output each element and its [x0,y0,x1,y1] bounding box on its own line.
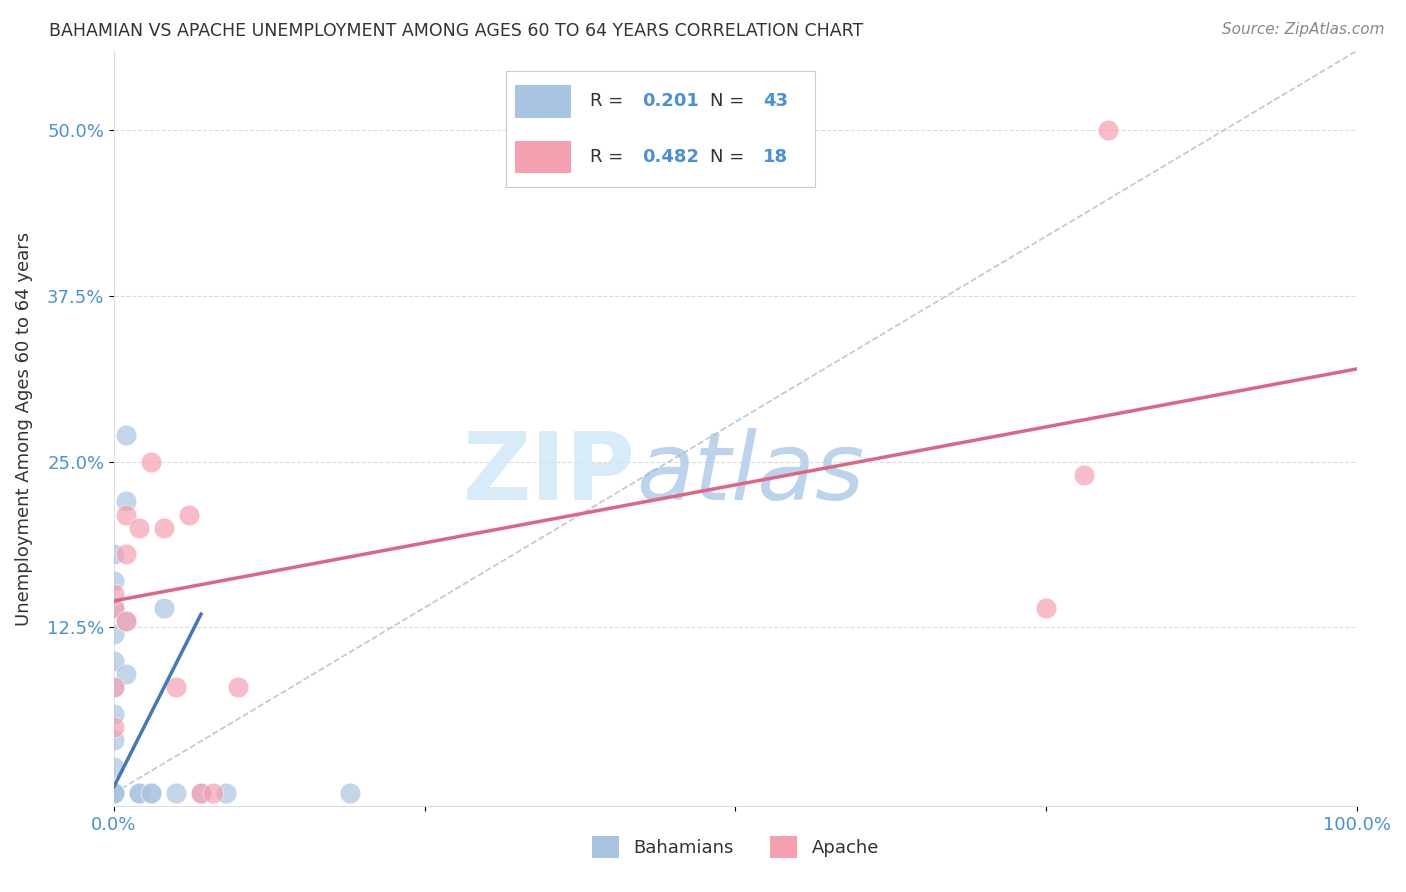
Point [103,786,125,800]
Point [215,786,238,800]
Point [103,786,125,800]
Point [103,786,125,800]
Point [141,786,163,800]
Point [1035,600,1057,615]
Point [202,786,225,800]
Point [103,786,125,800]
Text: 0.201: 0.201 [643,92,699,110]
Point [190,786,212,800]
Point [103,574,125,588]
Text: BAHAMIAN VS APACHE UNEMPLOYMENT AMONG AGES 60 TO 64 YEARS CORRELATION CHART: BAHAMIAN VS APACHE UNEMPLOYMENT AMONG AG… [49,22,863,40]
Point [226,680,249,694]
Point [103,786,125,800]
Point [103,759,125,773]
Point [103,627,125,641]
Point [103,786,125,800]
Point [103,786,125,800]
Point [128,786,150,800]
Point [115,428,138,442]
Point [103,786,125,800]
Point [103,786,125,800]
Point [128,521,150,535]
Text: N =: N = [710,148,745,166]
Point [177,508,200,522]
Text: 43: 43 [763,92,787,110]
Text: Source: ZipAtlas.com: Source: ZipAtlas.com [1222,22,1385,37]
Bar [516,141,571,173]
Point [103,786,125,800]
Text: R =: R = [589,92,623,110]
Point [103,733,125,747]
Point [128,786,150,800]
Point [141,455,163,469]
Point [103,548,125,562]
Point [103,680,125,694]
Point [115,508,138,522]
Point [115,494,138,508]
Point [115,666,138,681]
Point [103,786,125,800]
Text: N =: N = [710,92,745,110]
Point [103,786,125,800]
Legend: Bahamians, Apache: Bahamians, Apache [585,829,886,865]
Point [103,600,125,615]
Point [103,786,125,800]
Point [103,600,125,615]
Text: 18: 18 [763,148,787,166]
Text: ZIP: ZIP [463,428,636,520]
Point [103,706,125,721]
Point [152,600,174,615]
Point [115,614,138,628]
Point [103,786,125,800]
Point [152,521,174,535]
Point [115,614,138,628]
Point [103,786,125,800]
Point [165,680,187,694]
Point [103,587,125,601]
Text: 0.482: 0.482 [643,148,699,166]
Point [103,786,125,800]
Y-axis label: Unemployment Among Ages 60 to 64 years: Unemployment Among Ages 60 to 64 years [15,231,32,625]
Point [165,786,187,800]
Point [103,680,125,694]
Bar [516,86,571,118]
Point [103,654,125,668]
Point [103,786,125,800]
Text: atlas: atlas [636,428,865,519]
Point [103,786,125,800]
Point [190,786,212,800]
Point [103,786,125,800]
Point [103,786,125,800]
Point [1097,123,1119,137]
Point [115,548,138,562]
Point [339,786,361,800]
Point [141,786,163,800]
Point [103,720,125,734]
Text: R =: R = [589,148,623,166]
Point [103,786,125,800]
Point [1073,467,1095,482]
